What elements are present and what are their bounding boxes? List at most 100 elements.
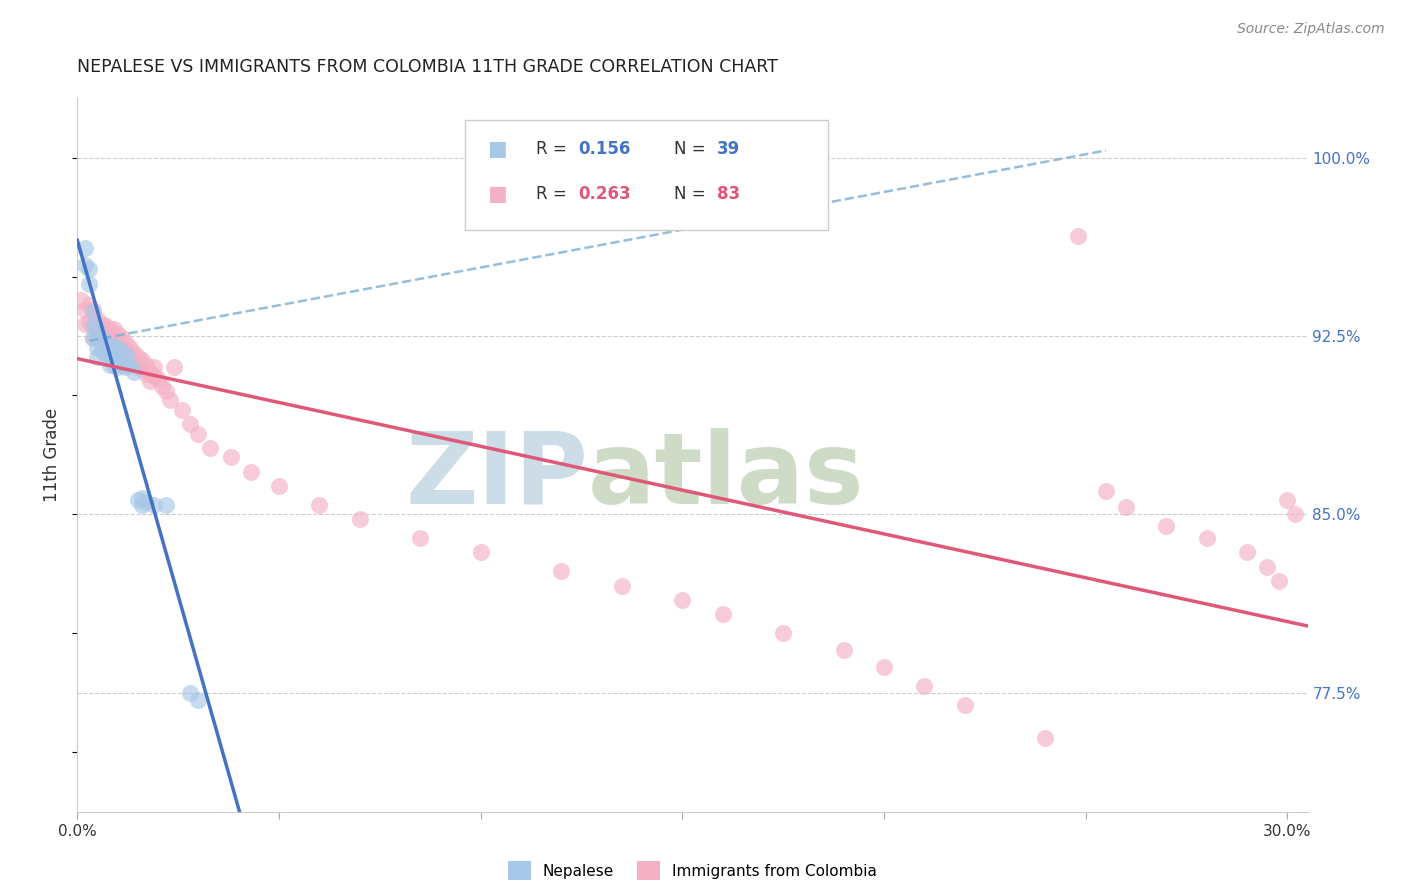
Point bbox=[409, 531, 432, 545]
Point bbox=[82, 305, 104, 319]
Point bbox=[79, 277, 101, 291]
Point bbox=[94, 351, 117, 365]
Point bbox=[111, 358, 134, 372]
Point bbox=[155, 498, 177, 512]
Point bbox=[103, 341, 125, 355]
Point bbox=[135, 495, 157, 509]
Text: 39: 39 bbox=[717, 141, 741, 159]
Point bbox=[143, 359, 166, 374]
Point bbox=[86, 341, 108, 355]
Point bbox=[143, 498, 166, 512]
Point bbox=[86, 331, 108, 345]
Point bbox=[953, 698, 976, 712]
Point bbox=[94, 319, 117, 334]
Point bbox=[135, 358, 157, 372]
Text: 0.156: 0.156 bbox=[578, 141, 630, 159]
Point bbox=[1066, 229, 1088, 244]
Point bbox=[114, 348, 136, 362]
Text: ■: ■ bbox=[486, 185, 506, 204]
Point bbox=[75, 258, 97, 272]
Point bbox=[163, 359, 186, 374]
Point bbox=[90, 317, 112, 331]
Point bbox=[1095, 483, 1118, 498]
Point bbox=[90, 336, 112, 351]
Point bbox=[103, 348, 125, 362]
Point bbox=[131, 491, 153, 505]
Point bbox=[122, 365, 145, 379]
Point bbox=[550, 565, 572, 579]
Point bbox=[179, 417, 201, 431]
Point bbox=[131, 362, 153, 376]
Point bbox=[82, 319, 104, 334]
Point bbox=[75, 302, 97, 317]
Text: N =: N = bbox=[673, 141, 711, 159]
Point bbox=[90, 326, 112, 341]
Point bbox=[172, 402, 194, 417]
Point bbox=[135, 367, 157, 381]
Text: ■: ■ bbox=[486, 139, 506, 160]
Point bbox=[772, 626, 794, 640]
Point bbox=[1284, 508, 1306, 522]
Point bbox=[79, 298, 101, 312]
Point bbox=[308, 498, 330, 512]
Point bbox=[912, 679, 935, 693]
Point bbox=[873, 659, 896, 673]
Point bbox=[219, 450, 242, 465]
Point bbox=[94, 343, 117, 358]
Point bbox=[671, 593, 693, 607]
Point bbox=[832, 643, 855, 657]
Point bbox=[107, 355, 129, 369]
Point bbox=[267, 479, 290, 493]
Point bbox=[107, 351, 129, 365]
Point bbox=[1256, 559, 1278, 574]
Point bbox=[111, 351, 134, 365]
Point bbox=[139, 365, 162, 379]
Point bbox=[82, 331, 104, 345]
Point bbox=[122, 345, 145, 359]
Text: 83: 83 bbox=[717, 186, 740, 203]
Point bbox=[86, 322, 108, 336]
Point bbox=[82, 319, 104, 334]
Y-axis label: 11th Grade: 11th Grade bbox=[44, 408, 62, 502]
Point bbox=[118, 358, 141, 372]
Point bbox=[107, 341, 129, 355]
Text: 0.263: 0.263 bbox=[578, 186, 631, 203]
Point bbox=[349, 512, 371, 526]
Point bbox=[139, 374, 162, 388]
Point bbox=[98, 331, 121, 345]
Point bbox=[90, 331, 112, 345]
Point bbox=[114, 345, 136, 359]
Point bbox=[146, 372, 169, 386]
Point bbox=[470, 545, 492, 559]
Point bbox=[107, 336, 129, 351]
Point bbox=[1268, 574, 1291, 588]
Point bbox=[711, 607, 734, 622]
Point bbox=[200, 441, 222, 455]
Point bbox=[1277, 493, 1299, 508]
Text: ZIP: ZIP bbox=[405, 428, 588, 524]
Text: Source: ZipAtlas.com: Source: ZipAtlas.com bbox=[1237, 22, 1385, 37]
Text: R =: R = bbox=[536, 141, 572, 159]
Point bbox=[114, 336, 136, 351]
Text: atlas: atlas bbox=[588, 428, 865, 524]
Point bbox=[82, 302, 104, 317]
Text: NEPALESE VS IMMIGRANTS FROM COLOMBIA 11TH GRADE CORRELATION CHART: NEPALESE VS IMMIGRANTS FROM COLOMBIA 11T… bbox=[77, 58, 778, 76]
Point bbox=[1236, 545, 1258, 559]
FancyBboxPatch shape bbox=[465, 120, 828, 230]
Point bbox=[94, 338, 117, 352]
Point bbox=[107, 326, 129, 341]
Point bbox=[103, 322, 125, 336]
Point bbox=[98, 348, 121, 362]
Point bbox=[79, 262, 101, 277]
Point bbox=[98, 338, 121, 352]
Point bbox=[79, 315, 101, 329]
Point bbox=[1115, 500, 1137, 515]
Point bbox=[94, 336, 117, 351]
Point bbox=[127, 359, 149, 374]
Point bbox=[118, 341, 141, 355]
Point bbox=[70, 293, 93, 308]
Point bbox=[107, 345, 129, 359]
Point bbox=[82, 331, 104, 345]
Point bbox=[111, 345, 134, 359]
Point bbox=[86, 331, 108, 345]
